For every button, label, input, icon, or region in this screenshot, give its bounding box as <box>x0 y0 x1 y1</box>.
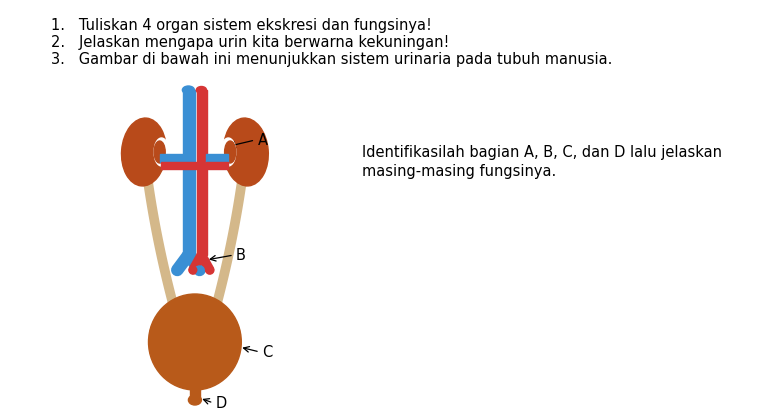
Ellipse shape <box>188 395 202 405</box>
Ellipse shape <box>173 266 182 274</box>
Ellipse shape <box>154 138 169 166</box>
Ellipse shape <box>206 266 213 273</box>
Text: 2.   Jelaskan mengapa urin kita berwarna kekuningan!: 2. Jelaskan mengapa urin kita berwarna k… <box>51 35 450 50</box>
Ellipse shape <box>121 118 167 186</box>
Text: D: D <box>215 395 227 410</box>
Bar <box>183 90 195 255</box>
Ellipse shape <box>195 266 204 274</box>
Bar <box>206 154 228 162</box>
Ellipse shape <box>189 266 197 273</box>
Bar <box>197 90 207 255</box>
Bar <box>206 162 228 169</box>
Ellipse shape <box>221 138 235 166</box>
Ellipse shape <box>224 118 268 186</box>
Ellipse shape <box>196 86 206 93</box>
Text: B: B <box>235 247 246 263</box>
Bar <box>162 162 202 169</box>
Text: A: A <box>258 132 268 147</box>
Ellipse shape <box>224 141 235 163</box>
Text: 3.   Gambar di bawah ini menunjukkan sistem urinaria pada tubuh manusia.: 3. Gambar di bawah ini menunjukkan siste… <box>51 52 612 67</box>
Text: masing-masing fungsinya.: masing-masing fungsinya. <box>362 164 556 179</box>
Ellipse shape <box>182 86 195 94</box>
Text: 1.   Tuliskan 4 organ sistem ekskresi dan fungsinya!: 1. Tuliskan 4 organ sistem ekskresi dan … <box>51 18 432 33</box>
Ellipse shape <box>154 141 165 163</box>
Ellipse shape <box>149 294 242 390</box>
Text: Identifikasilah bagian A, B, C, dan D lalu jelaskan: Identifikasilah bagian A, B, C, dan D la… <box>362 145 722 160</box>
Bar <box>190 387 199 400</box>
Text: C: C <box>262 344 272 359</box>
Bar <box>160 154 188 162</box>
Ellipse shape <box>150 308 239 356</box>
